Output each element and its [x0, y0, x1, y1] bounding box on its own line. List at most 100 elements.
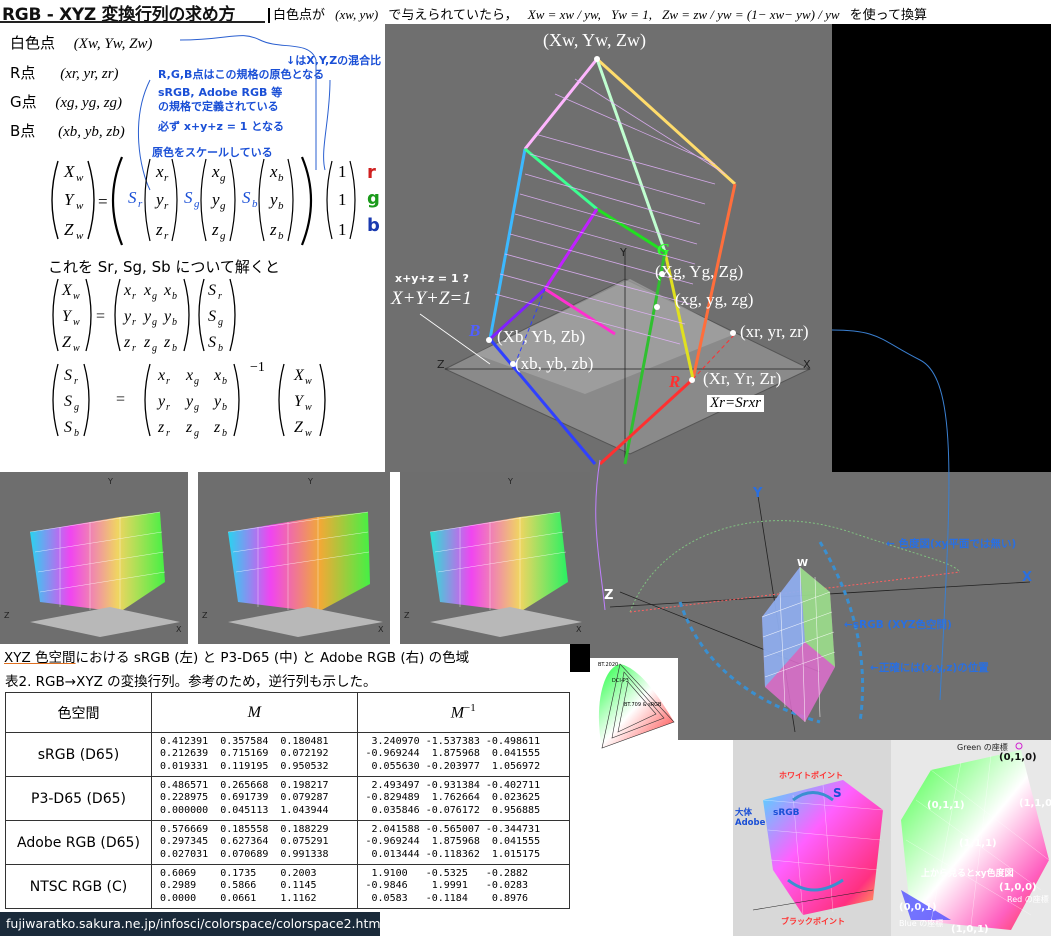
svg-text:x: x [157, 367, 165, 384]
svg-text:g: g [218, 317, 223, 328]
svg-text:=: = [98, 192, 108, 211]
note-sum-one: 必ず x+y+z = 1 となる [158, 120, 284, 133]
xr-equation: Xr=Srxr [707, 395, 764, 412]
right-x-axis: X [1022, 570, 1033, 585]
right-w-label: W [797, 558, 809, 569]
svg-text:b: b [278, 230, 284, 242]
svg-text:b: b [172, 291, 177, 302]
plane-question: x+y+z = 1 ? [395, 272, 469, 285]
table-row: Adobe RGB (D65) 0.576669 0.185558 0.1882… [5, 820, 570, 865]
svg-text:X: X [176, 625, 182, 634]
coord-110: (1,1,0) [1019, 798, 1051, 809]
svg-text:y: y [210, 190, 220, 209]
svg-text:b: b [222, 402, 227, 413]
label-g: g [367, 188, 380, 209]
svg-text:y: y [268, 190, 278, 209]
svg-text:x: x [185, 367, 193, 384]
svg-text:g: g [220, 200, 226, 212]
label-b-point: B [469, 321, 481, 340]
svg-text:g: g [194, 428, 199, 439]
svg-text:b: b [74, 428, 79, 439]
note-standards: sRGB, Adobe RGB 等 [158, 86, 283, 99]
table-title: 表2. RGB→XYZ の変換行列。参考のため，逆行列も示した。 [5, 674, 377, 690]
svg-text:r: r [74, 376, 78, 387]
label-b: b [367, 215, 380, 236]
svg-text:y: y [154, 190, 164, 209]
srgb-adobe-panel: ホワイトポイント ブラックポイント 大体 Adobe sRGB S [733, 740, 891, 936]
svg-text:g: g [152, 291, 157, 302]
label-r: r [367, 162, 376, 183]
svg-text:r: r [132, 343, 136, 354]
green-coord-label: Green の座標 [957, 743, 1008, 752]
gamut-srgb: Z X Y [0, 472, 188, 644]
axis-z-label: Z [437, 358, 445, 371]
note-scaling: 原色をスケールしている [152, 146, 273, 159]
svg-text:1: 1 [338, 162, 347, 181]
right-y-axis: Y [753, 486, 763, 501]
svg-text:S: S [242, 188, 251, 207]
row-name: Adobe RGB (D65) [5, 820, 152, 865]
row-m: 0.576669 0.185558 0.188229 0.297345 0.62… [151, 820, 358, 865]
coord-101: (1,0,1) [951, 924, 989, 935]
note-primaries: R,G,B点はこの規格の原色となる [158, 68, 325, 81]
diagram-g-big: (Xg, Yg, Zg) [655, 262, 744, 281]
page-title: RGB - XYZ 変換行列の求め方 [2, 5, 236, 25]
gamut-p3: Z X Y [198, 472, 390, 644]
note-chroma: ← 色度図(xy平面では無い) [886, 538, 1017, 550]
svg-text:y: y [156, 393, 166, 410]
top-view-note: 上から見るとxy色度図 [921, 869, 1014, 879]
diagram-g-small: (xg, yg, zg) [675, 290, 754, 309]
svg-text:Z: Z [64, 220, 74, 239]
svg-text:r: r [164, 230, 169, 242]
blue-coord-label: Blue の座標 [899, 919, 944, 928]
mini-label-2: DCI-P3 [612, 678, 629, 684]
diagram-white-point: (Xw, Yw, Zw) [543, 30, 646, 50]
table-row: NTSC RGB (C) 0.6069 0.1735 0.2003 0.2989… [5, 864, 570, 909]
coord-001: (0,0,1) [899, 902, 937, 913]
svg-text:Y: Y [507, 477, 513, 486]
svg-text:z: z [185, 419, 193, 436]
svg-text:1: 1 [338, 190, 347, 209]
svg-text:x: x [213, 367, 221, 384]
srgb-label: sRGB [773, 808, 800, 818]
svg-text:g: g [152, 317, 157, 328]
gamut-caption: XYZ 色空間における sRGB (左) と P3-D65 (中) と Adob… [0, 645, 570, 667]
axis-y-label: Y [620, 246, 627, 259]
svg-text:z: z [123, 334, 131, 351]
header-note: 白色点が (xw, yw) で与えられていたら， Xw = xw / yw, Y… [268, 4, 927, 23]
svg-text:X: X [293, 367, 305, 384]
svg-text:r: r [218, 291, 222, 302]
svg-text:y: y [212, 393, 222, 410]
col-header-minv: M−1 [356, 692, 570, 733]
diagram-b-big: (Xb, Yb, Zb) [497, 327, 586, 346]
svg-text:w: w [76, 230, 84, 242]
svg-text:r: r [166, 428, 170, 439]
note-srgb: ←sRGB (XYZ色空間) [844, 619, 952, 631]
svg-text:w: w [76, 172, 84, 184]
url-footer[interactable]: fujiwaratko.sakura.ne.jp/infosci/colorsp… [0, 912, 384, 936]
svg-text:z: z [143, 334, 151, 351]
svg-text:b: b [218, 343, 223, 354]
xyz-chromaticity-diagram: Y X Z W ← 色度図(xy平面では無い) ←sRGB (XYZ色空間) ←… [590, 472, 1051, 740]
svg-text:b: b [222, 376, 227, 387]
svg-text:g: g [220, 230, 226, 242]
g-point-row: G点 (xg, yg, zg) [10, 93, 123, 111]
svg-text:b: b [172, 343, 177, 354]
svg-text:y: y [162, 308, 172, 325]
inverse-exponent: −1 [250, 360, 265, 375]
svg-text:Y: Y [62, 308, 73, 325]
svg-text:g: g [194, 376, 199, 387]
mini-label-1: BT.2020 [598, 662, 619, 668]
coord-100: (1,0,0) [999, 882, 1037, 893]
svg-text:w: w [305, 376, 312, 387]
black-panel [832, 24, 1051, 472]
svg-text:z: z [213, 419, 221, 436]
row-minv: 2.493497 -0.931384 -0.402711 -0.829489 1… [356, 776, 570, 821]
svg-text:Y: Y [307, 477, 313, 486]
svg-text:Y: Y [64, 190, 75, 209]
svg-text:w: w [73, 317, 80, 328]
svg-text:w: w [305, 402, 312, 413]
svg-text:z: z [157, 419, 165, 436]
